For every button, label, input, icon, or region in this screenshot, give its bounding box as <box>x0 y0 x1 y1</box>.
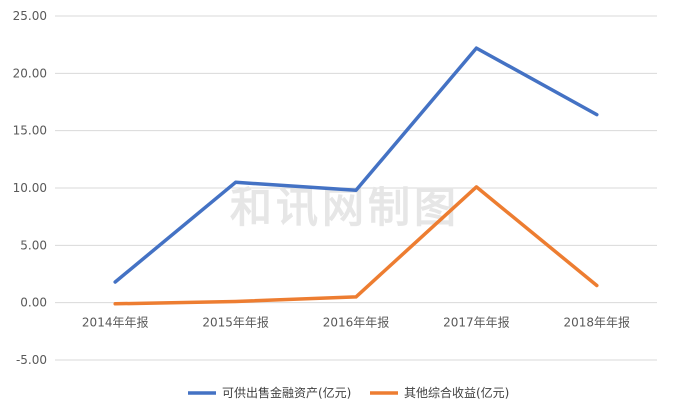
y-tick-label: 15.00 <box>13 124 47 138</box>
y-tick-label: 20.00 <box>13 66 47 80</box>
legend-label: 可供出售金融资产(亿元) <box>222 385 351 400</box>
series-line-0 <box>113 46 599 284</box>
y-tick-label: 0.00 <box>20 296 47 310</box>
x-tick-label: 2014年年报 <box>82 315 149 330</box>
y-tick-label: 25.00 <box>13 9 47 23</box>
y-tick-label: -5.00 <box>16 353 47 367</box>
y-tick-label: 5.00 <box>20 238 47 252</box>
y-axis-ticks: 25.00 20.00 15.00 10.00 5.00 0.00 -5.00 <box>13 9 47 367</box>
x-tick-label: 2017年年报 <box>443 315 510 330</box>
x-tick-label: 2016年年报 <box>323 315 390 330</box>
x-tick-label: 2018年年报 <box>564 315 631 330</box>
series-line-1 <box>113 185 599 306</box>
series-lines <box>113 46 599 306</box>
y-tick-label: 10.00 <box>13 181 47 195</box>
x-tick-label: 2015年年报 <box>202 315 269 330</box>
x-axis-ticks: 2014年年报 2015年年报 2016年年报 2017年年报 2018年年报 <box>82 315 630 330</box>
legend-label: 其他综合收益(亿元) <box>404 385 509 400</box>
legend: 可供出售金融资产(亿元) 其他综合收益(亿元) <box>188 385 509 400</box>
